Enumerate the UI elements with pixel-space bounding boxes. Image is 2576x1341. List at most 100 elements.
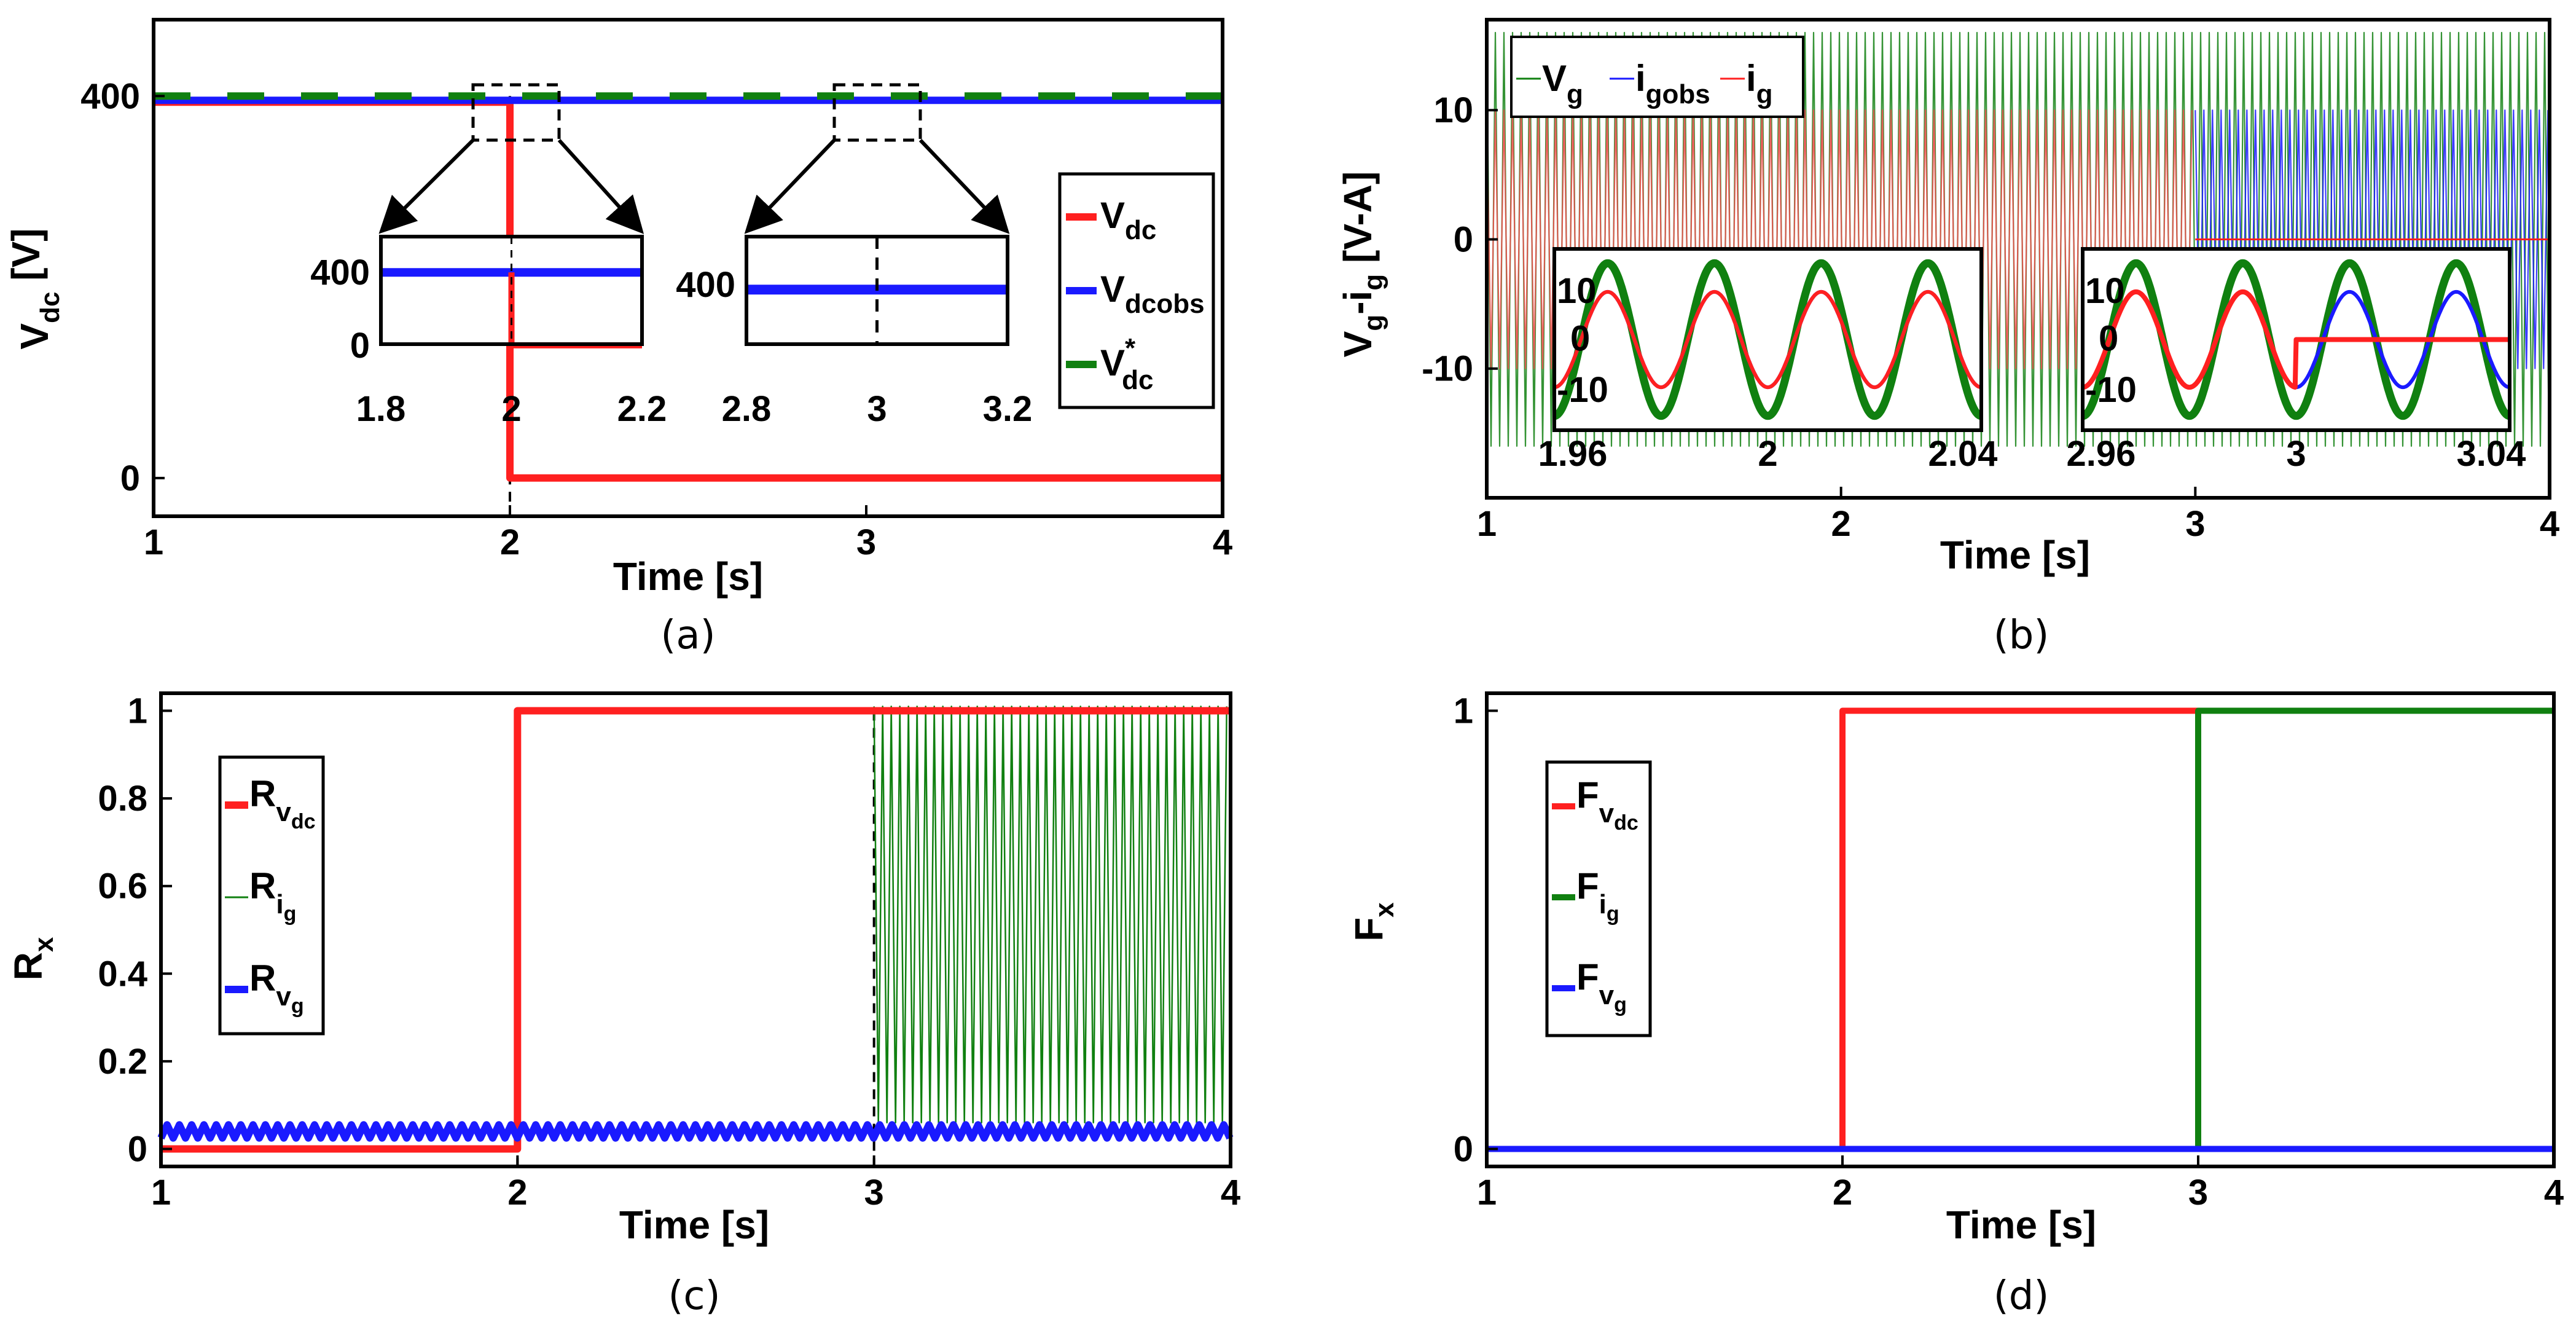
panel-d-legend-label: Fvdc <box>1576 774 1638 835</box>
panel-a-caption: (a) <box>660 613 715 658</box>
panel-c-ytick-label: 0.4 <box>98 954 147 994</box>
panel-c-xtick-label: 1 <box>151 1173 171 1213</box>
inset-xtick-label: 2.2 <box>617 389 667 429</box>
inset-ytick-label: 400 <box>676 265 735 305</box>
inset-xtick-label: 3.2 <box>983 389 1033 429</box>
panel-c-legend-label: Rvg <box>249 958 304 1018</box>
inset-xtick-label: 2.8 <box>722 389 772 429</box>
panel-a-inset-frame <box>745 235 1009 346</box>
inset-xtick-label: 2 <box>1758 434 1777 474</box>
inset-ytick-label: 0 <box>2099 319 2118 359</box>
panel-b-inset-bg <box>1554 249 1981 430</box>
panel-d-xtick-label: 3 <box>2188 1173 2208 1213</box>
panel-d-ylabel: Fx <box>1347 902 1400 942</box>
panel-d-legend-label: Fig <box>1576 865 1619 926</box>
panel-c-legend-label: Rig <box>249 865 296 926</box>
panel-b-legend-box <box>1510 36 1804 118</box>
inset-ytick-label: 10 <box>2085 271 2125 311</box>
panel-b-ytick-label: 0 <box>1454 219 1473 259</box>
panel-a-xtick-label: 4 <box>1213 522 1232 562</box>
panel-b-legend-label: Vg <box>1542 58 1583 109</box>
panel-a-legend-label: V* dc <box>1100 333 1154 395</box>
panel-d-legend-label: Fvg <box>1576 956 1627 1017</box>
panel-a-zoom-arrow <box>557 138 644 234</box>
panel-c-ytick-label: 0.8 <box>98 779 147 819</box>
panel-b-ylabel: Vg-ig [V-A] <box>1336 171 1388 358</box>
panel-b-legend-label: ig <box>1746 58 1773 109</box>
panel-b-inset-frame <box>1552 247 1983 432</box>
panel-a-legend-label: Vdcobs <box>1100 269 1205 319</box>
panel-d-caption: (d) <box>1994 1273 2049 1319</box>
panel-a-zoom-box <box>832 83 922 142</box>
panel-b-ytick-label: -10 <box>1422 349 1473 389</box>
panel-b-legend-label: igobs <box>1635 58 1710 109</box>
panel-b-xtick-label: 3 <box>2185 504 2205 544</box>
panel-b-frame <box>1485 18 2551 500</box>
panel-a-inset-frame <box>379 235 644 346</box>
inset-ytick-label: -10 <box>1557 370 1608 410</box>
panel-a-xtick-label: 1 <box>144 522 163 562</box>
panel-b-ytick-label: 10 <box>1433 90 1473 130</box>
inset-i-g-line <box>1553 289 1983 390</box>
inset-xtick-label: 3 <box>867 389 887 429</box>
panel-b-xtick-label: 2 <box>1831 504 1851 544</box>
inset-ytick-label: 0 <box>350 326 370 366</box>
series-r-vdc-line <box>161 707 1231 1153</box>
panel-d-ytick-label: 0 <box>1454 1129 1473 1169</box>
panel-c: 1 2 3 4 0 0.2 0.4 0.6 0.8 1 Time [s] Rx Rvdc Rig Rvg (c… <box>6 691 1240 1319</box>
panel-d-xtick-label: 2 <box>1833 1173 1852 1213</box>
panel-c-ytick-label: 0 <box>128 1129 147 1169</box>
inset-xtick-label: 2.04 <box>1928 434 1998 474</box>
panel-a-zoom-arrow <box>378 138 475 234</box>
inset-xtick-label: 1.8 <box>356 389 406 429</box>
series-f-ig-line <box>2195 707 2554 1149</box>
panel-c-ylabel: Rx <box>6 937 59 980</box>
inset-i-g-line <box>2081 289 2511 390</box>
series-r-vg-line <box>157 1121 1234 1142</box>
panel-c-ytick-label: 0.2 <box>98 1042 147 1082</box>
panel-c-legend-label: Rvdc <box>249 773 316 833</box>
panel-c-xlabel: Time [s] <box>619 1203 769 1247</box>
panel-a-frame <box>152 18 1224 518</box>
panel-d-plot-area <box>1487 693 2554 1166</box>
panel-d-xlabel: Time [s] <box>1946 1203 2096 1247</box>
panel-b-xlabel: Time [s] <box>1940 533 2090 577</box>
panel-c-frame <box>159 691 1232 1168</box>
inset-ytick-label: 10 <box>1557 271 1597 311</box>
panel-d-xtick-label: 1 <box>1477 1173 1497 1213</box>
panel-a-ytick-label: 0 <box>120 458 140 498</box>
panel-c-xtick-label: 2 <box>507 1173 527 1213</box>
panel-d-ytick-label: 1 <box>1454 691 1473 731</box>
panel-c-ytick-label: 1 <box>128 691 147 731</box>
panel-b-caption: (b) <box>1994 613 2049 658</box>
panel-a-zoom-box <box>471 83 561 142</box>
panel-c-xtick-label: 3 <box>864 1173 884 1213</box>
inset-v-g-line <box>2080 259 2513 420</box>
panel-c-ytick-label: 0.6 <box>98 867 147 906</box>
panel-d-frame <box>1485 691 2556 1168</box>
panel-b-inset-frame <box>2081 247 2511 432</box>
inset-ytick-label: -10 <box>2085 370 2137 410</box>
inset-ytick-label: 400 <box>310 253 370 293</box>
inset-xtick-label: 2.96 <box>2067 434 2136 474</box>
panel-a-ytick-label: 400 <box>80 76 140 116</box>
panel-a: 1 2 3 4 0 400 Time [s] Vdc [V] 1.8 2 2.2 400 0 2.8 3 3.… <box>4 18 1232 658</box>
inset-ytick-label: 0 <box>1570 319 1590 359</box>
panel-b-xtick-label: 1 <box>1477 504 1497 544</box>
panel-b-xtick-label: 4 <box>2540 504 2559 544</box>
panel-a-ylabel: Vdc [V] <box>4 228 65 349</box>
panel-a-legend-label: Vdc <box>1100 195 1156 245</box>
inset-xtick-label: 1.96 <box>1538 434 1608 474</box>
panel-b: 1 2 3 4 10 0 -10 Time [s] Vg-ig [V-A] Vg igobs ig 1.… <box>1336 18 2559 658</box>
inset-xtick-label: 3.04 <box>2457 434 2526 474</box>
panel-d-xtick-label: 4 <box>2544 1173 2564 1213</box>
panel-c-xtick-label: 4 <box>1221 1173 1240 1213</box>
panel-a-xtick-label: 3 <box>856 522 876 562</box>
inset-xtick-label: 2 <box>501 389 521 429</box>
panel-a-zoom-arrow <box>744 138 836 234</box>
panel-a-xlabel: Time [s] <box>613 554 763 599</box>
panel-a-xtick-label: 2 <box>500 522 520 562</box>
inset-v-g-line <box>1551 259 1984 420</box>
